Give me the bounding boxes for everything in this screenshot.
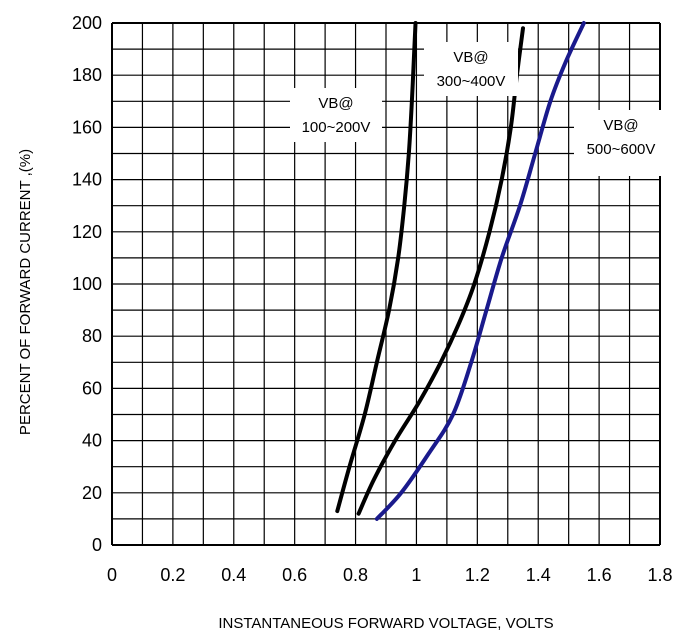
series-label-background xyxy=(424,42,518,96)
x-tick-label: 1.4 xyxy=(526,565,551,585)
y-tick-label: 200 xyxy=(72,13,102,33)
chart-series xyxy=(335,21,586,521)
x-tick-label: 1 xyxy=(411,565,421,585)
y-tick-label: 180 xyxy=(72,65,102,85)
y-axis-title: PERCENT OF FORWARD CURRENT ,(%) xyxy=(17,149,34,435)
y-tick-label: 100 xyxy=(72,274,102,294)
y-tick-label: 140 xyxy=(72,170,102,190)
chart-grid xyxy=(111,22,661,546)
x-tick-label: 1.2 xyxy=(465,565,490,585)
y-tick-label: 20 xyxy=(82,483,102,503)
y-tick-label: 160 xyxy=(72,117,102,137)
series-label-line: VB@ xyxy=(453,49,488,66)
x-axis-ticks: 0 0.2 0.4 0.6 0.8 1 1.2 1.4 1.6 1.8 xyxy=(107,565,673,585)
series-label-1: VB@ 100~200V xyxy=(290,88,382,142)
x-tick-label: 0.8 xyxy=(343,565,368,585)
series-label-background xyxy=(290,88,382,142)
series-label-background xyxy=(574,110,668,176)
series-label-line: 300~400V xyxy=(437,73,506,90)
x-axis-title: INSTANTANEOUS FORWARD VOLTAGE, VOLTS xyxy=(218,615,553,632)
series-label-line: VB@ xyxy=(603,117,638,134)
x-tick-label: 0.6 xyxy=(282,565,307,585)
y-tick-label: 40 xyxy=(82,431,102,451)
y-tick-label: 80 xyxy=(82,326,102,346)
y-tick-label: 0 xyxy=(92,535,102,555)
y-tick-label: 120 xyxy=(72,222,102,242)
series-line-3 xyxy=(374,21,586,521)
x-tick-label: 1.6 xyxy=(587,565,612,585)
y-axis-ticks: 0 20 40 60 80 100 120 140 160 180 200 xyxy=(72,13,102,555)
series-line-2 xyxy=(356,26,525,516)
series-label-line: VB@ xyxy=(318,95,353,112)
x-tick-label: 0.2 xyxy=(160,565,185,585)
series-line-1 xyxy=(335,21,418,514)
series-label-line: 500~600V xyxy=(587,141,656,158)
x-tick-label: 1.8 xyxy=(647,565,672,585)
series-label-2: VB@ 300~400V xyxy=(424,42,518,96)
series-label-line: 100~200V xyxy=(302,119,371,136)
x-tick-label: 0 xyxy=(107,565,117,585)
series-labels: VB@ 100~200V VB@ 300~400V VB@ 500~600V xyxy=(290,42,668,176)
series-label-3: VB@ 500~600V xyxy=(574,110,668,176)
x-tick-label: 0.4 xyxy=(221,565,246,585)
y-tick-label: 60 xyxy=(82,378,102,398)
